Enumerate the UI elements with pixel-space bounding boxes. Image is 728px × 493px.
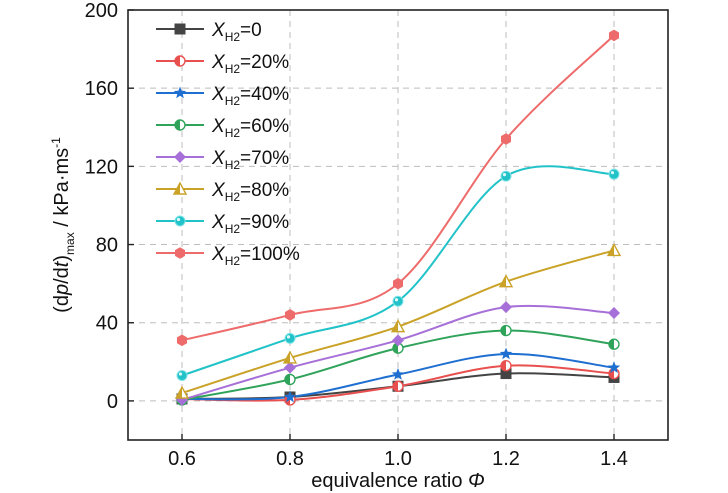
y-axis-title: (dp/dt)max / kPa·ms-1 — [49, 137, 77, 313]
legend-item: XH2=90% — [156, 212, 289, 236]
data-point — [284, 373, 296, 386]
legend-marker — [174, 55, 186, 67]
y-tick-label: 200 — [85, 0, 118, 22]
data-point — [500, 360, 512, 372]
legend-item: XH2=100% — [156, 244, 300, 268]
legend-label: XH2=100% — [211, 244, 300, 268]
data-point — [392, 334, 404, 347]
legend-item: XH2=80% — [156, 180, 289, 204]
legend-marker — [173, 86, 187, 99]
y-tick-label: 0 — [107, 391, 118, 413]
legend-item: XH2=70% — [156, 148, 289, 172]
data-point — [500, 170, 512, 182]
data-point — [284, 332, 296, 344]
x-axis-title: equivalence ratio Φ — [311, 470, 485, 492]
data-point — [499, 347, 513, 360]
legend-marker — [174, 151, 186, 163]
data-point — [176, 370, 188, 381]
data-point — [608, 306, 620, 319]
legend-item: XH2=40% — [156, 84, 289, 108]
data-point — [284, 361, 296, 374]
legend-marker — [174, 23, 186, 35]
legend-item: XH2=20% — [156, 52, 289, 76]
legend-label: XH2=90% — [211, 212, 289, 236]
data-point — [498, 274, 514, 288]
legend-item: XH2=0 — [156, 20, 262, 44]
y-tick-label: 120 — [85, 156, 118, 178]
data-point — [392, 380, 404, 392]
x-tick-label: 0.8 — [276, 448, 304, 470]
x-tick-label: 1.0 — [384, 448, 412, 470]
y-tick-label: 40 — [96, 313, 118, 335]
legend-label: XH2=70% — [211, 148, 289, 172]
data-point — [500, 301, 512, 314]
legend-item: XH2=60% — [156, 116, 289, 140]
x-axis-ticks: 0.6 0.8 1.0 1.2 1.4 — [168, 434, 628, 470]
data-point — [283, 390, 297, 403]
data-point — [608, 29, 620, 42]
data-point — [392, 295, 404, 307]
x-tick-label: 1.2 — [492, 448, 520, 470]
data-point — [174, 385, 190, 399]
legend-marker — [174, 247, 186, 259]
data-point — [608, 168, 620, 180]
series-markers — [174, 29, 622, 406]
legend-marker — [174, 215, 186, 227]
data-point — [391, 368, 405, 380]
x-tick-label: 1.4 — [600, 448, 628, 470]
data-point — [607, 361, 621, 373]
data-point — [284, 309, 296, 321]
legend: XH2=0 XH2=20% XH2=40% XH2=60% XH2=70% XH2=80%… — [156, 20, 300, 268]
data-point — [390, 319, 406, 333]
legend-marker — [172, 181, 188, 195]
legend-label: XH2=80% — [211, 180, 289, 204]
y-axis-ticks: 0 40 80 120 160 200 — [85, 0, 134, 413]
data-point — [392, 277, 404, 290]
data-point — [176, 334, 188, 347]
legend-label: XH2=60% — [211, 116, 289, 140]
data-point — [500, 324, 512, 337]
x-tick-label: 0.6 — [168, 448, 196, 470]
legend-label: XH2=20% — [211, 52, 289, 76]
legend-marker — [174, 119, 186, 131]
data-point — [282, 350, 298, 364]
y-tick-label: 160 — [85, 78, 118, 100]
y-tick-label: 80 — [96, 235, 118, 257]
legend-label: XH2=40% — [211, 84, 289, 108]
data-point — [500, 133, 512, 145]
data-point — [606, 242, 622, 257]
series-line-7 — [181, 34, 615, 342]
legend-label: XH2=0 — [211, 20, 262, 44]
data-point — [608, 338, 620, 350]
